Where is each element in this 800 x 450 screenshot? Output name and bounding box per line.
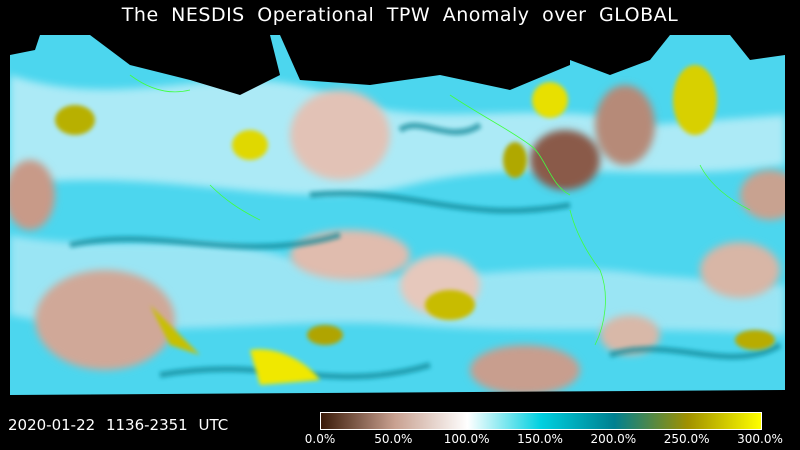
coastline <box>699 164 751 211</box>
dry-region <box>35 270 175 370</box>
moist-streak <box>609 342 782 360</box>
no-data-region <box>570 35 670 75</box>
no-data-region <box>10 390 785 405</box>
coastline <box>569 209 606 346</box>
coastline <box>129 74 191 93</box>
moist-streak <box>398 122 482 136</box>
very-moist-region <box>232 130 268 160</box>
very-moist-region <box>250 349 320 385</box>
dry-region <box>740 170 785 220</box>
very-moist-region <box>425 290 475 320</box>
colorbar-tick-label: 250.0% <box>663 432 710 446</box>
no-data-region <box>730 35 785 60</box>
very-moist-region <box>532 82 568 118</box>
dry-region <box>290 230 410 280</box>
colorbar-tick-label: 0.0% <box>304 432 336 446</box>
very-moist-region <box>503 142 527 178</box>
no-data-region <box>10 35 40 55</box>
colorbar-tick-label: 300.0% <box>737 432 783 446</box>
colorbar-ticks: 0.0% 50.0% 100.0% 150.0% 200.0% 250.0% 300.0% <box>300 432 790 448</box>
tpw-anomaly-map <box>10 35 785 405</box>
colorbar-tick-label: 200.0% <box>590 432 637 446</box>
coastline <box>449 94 571 196</box>
dry-region <box>10 160 55 230</box>
dry-region <box>470 345 580 395</box>
very-moist-region <box>307 325 343 345</box>
colorbar-tick-label: 100.0% <box>443 432 490 446</box>
very-moist-region <box>673 65 717 135</box>
moist-streak <box>309 190 571 214</box>
map-title: The NESDIS Operational TPW Anomaly over … <box>121 4 679 26</box>
moist-streak <box>69 232 341 250</box>
colorbar <box>320 412 762 430</box>
no-data-region <box>280 35 570 90</box>
dry-region <box>595 85 655 165</box>
pale-region <box>10 235 785 335</box>
no-data-region <box>90 35 280 95</box>
colorbar-tick-label: 150.0% <box>517 432 563 446</box>
dry-region <box>700 242 780 298</box>
very-moist-region <box>735 330 775 350</box>
dry-region <box>530 130 600 190</box>
very-moist-region <box>55 105 95 135</box>
coastline <box>209 184 261 221</box>
very-moist-region <box>150 305 200 355</box>
timestamp-label: 2020-01-22 1136-2351 UTC <box>8 416 229 434</box>
dry-region <box>290 90 390 180</box>
colorbar-tick-label: 50.0% <box>374 432 413 446</box>
dry-region <box>600 315 660 355</box>
